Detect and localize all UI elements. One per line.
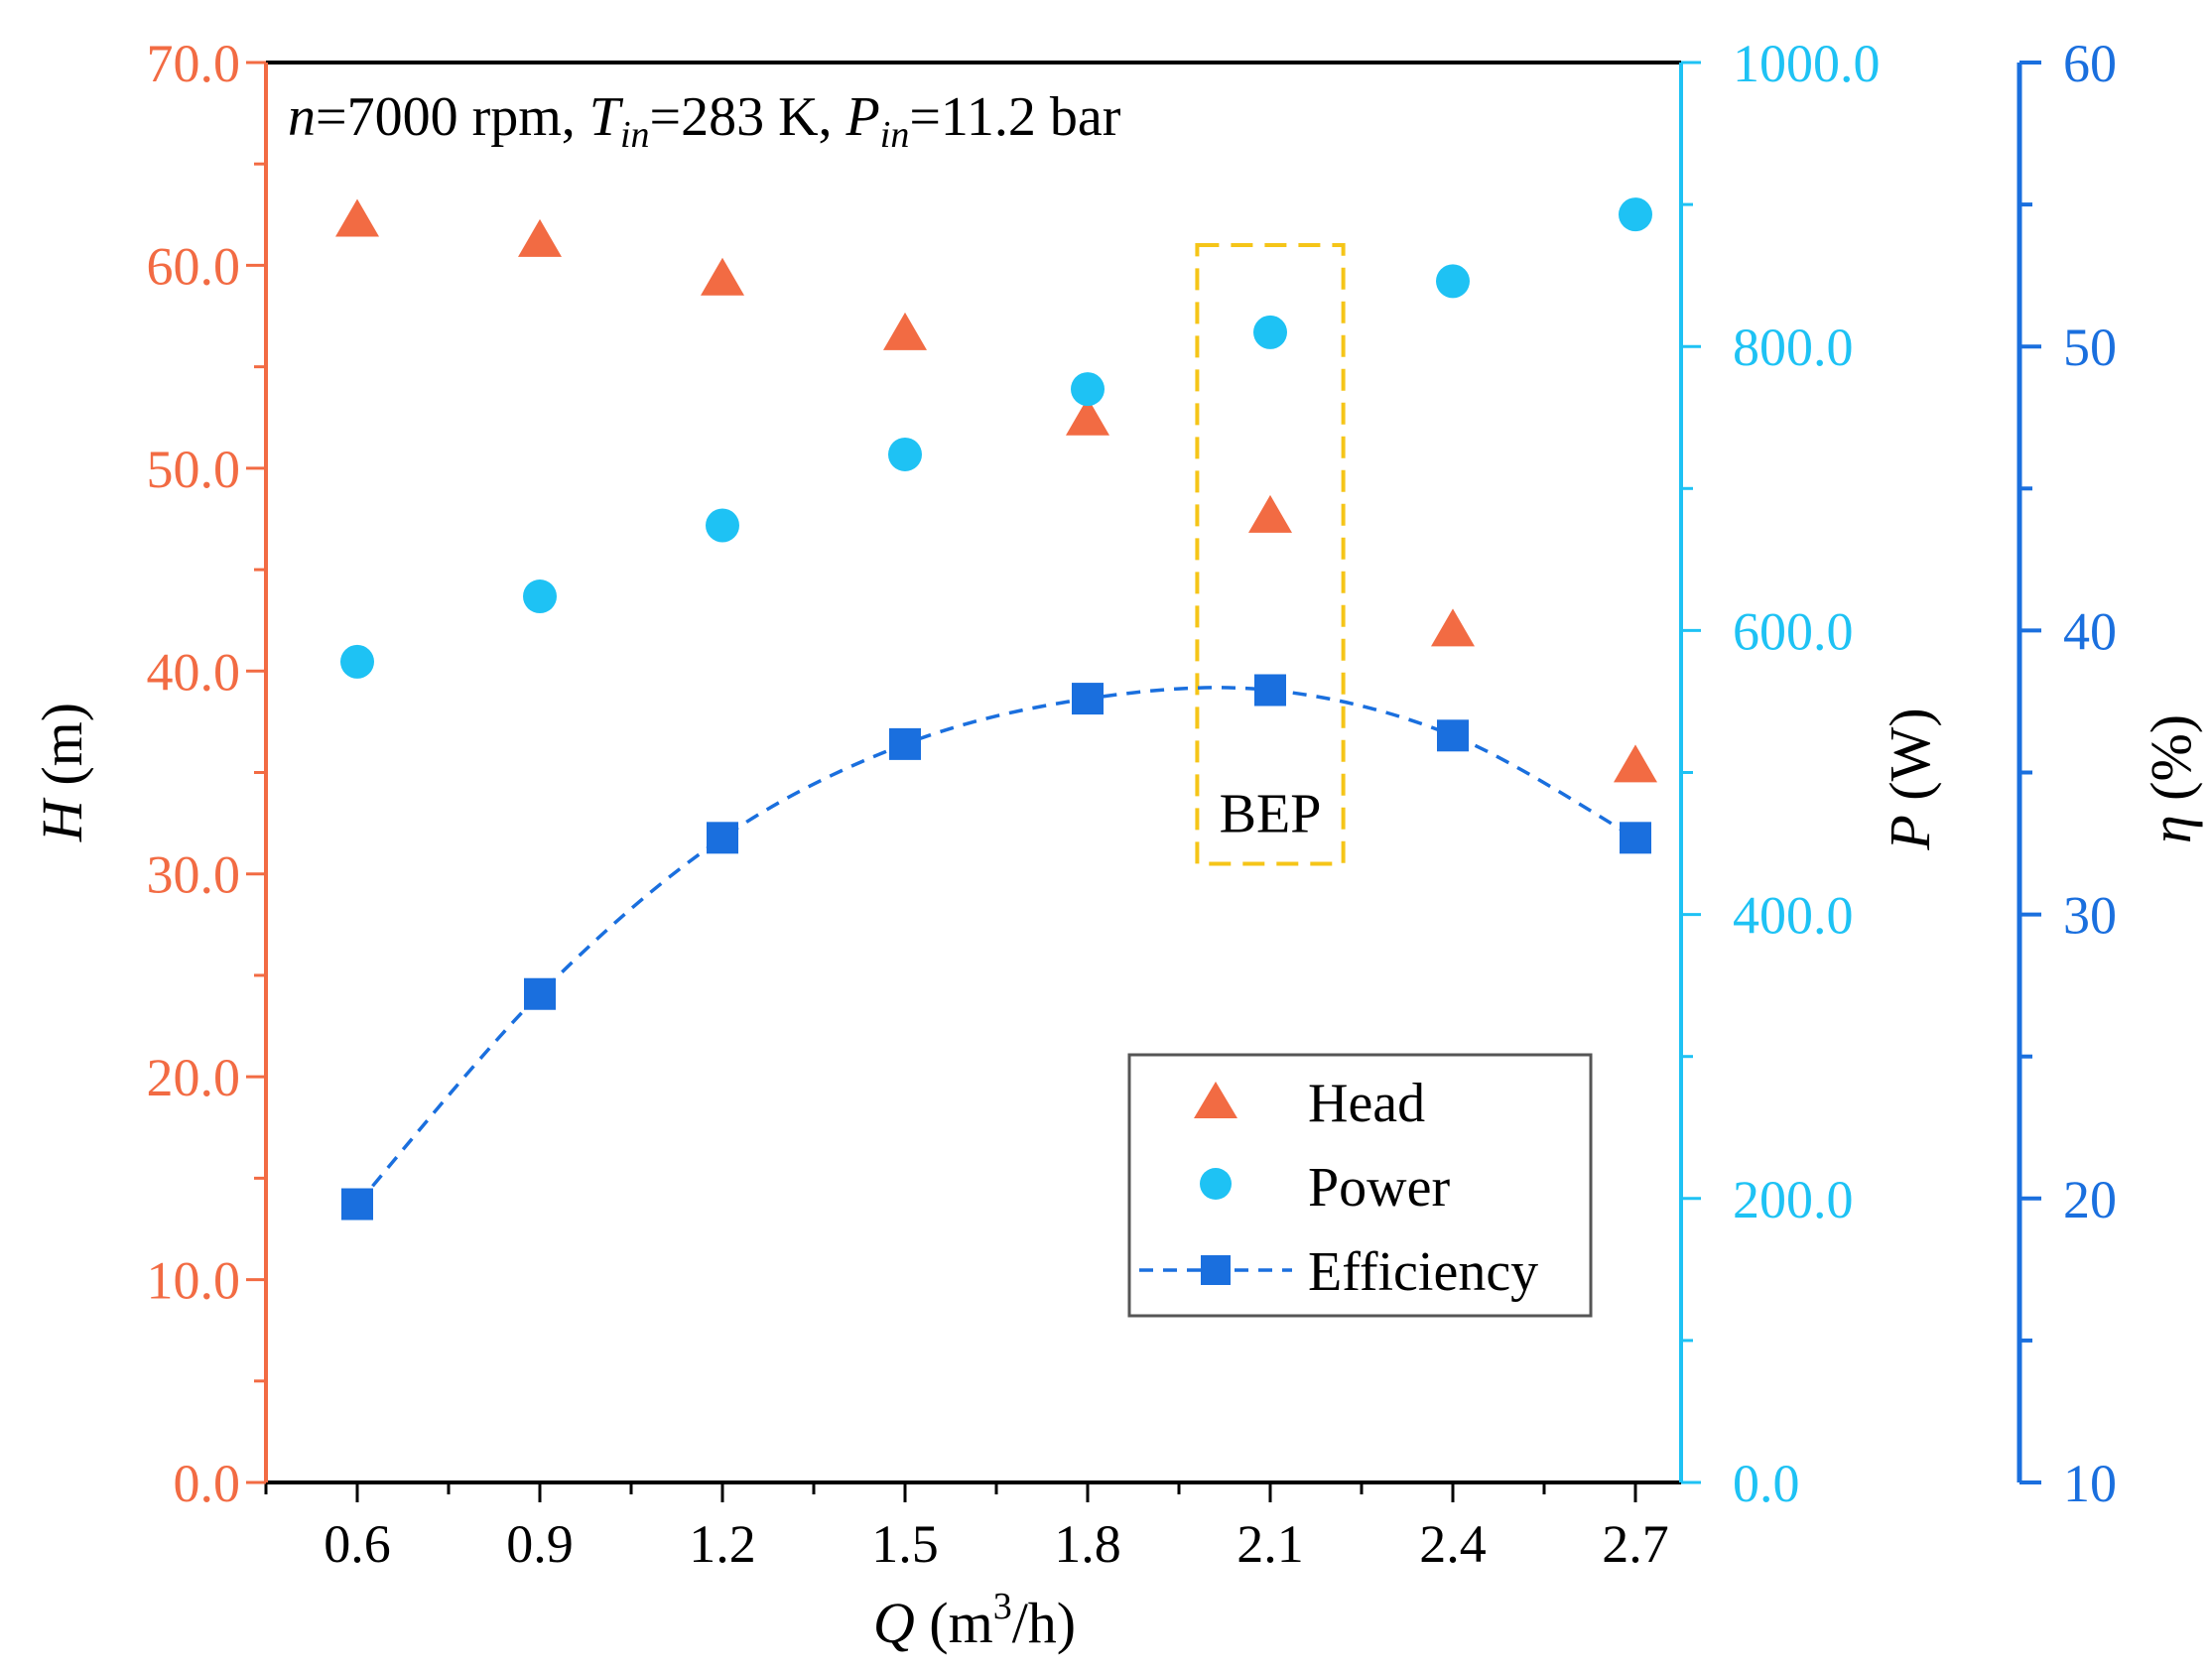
efficiency-tick-label: 50 — [2063, 318, 2117, 377]
power-point — [706, 508, 739, 543]
head-tick-label: 20.0 — [147, 1048, 241, 1107]
efficiency-point — [1254, 674, 1286, 707]
efficiency-point — [1072, 683, 1104, 715]
power-point — [888, 437, 922, 471]
head-tick-label: 40.0 — [147, 642, 241, 702]
head-point — [1431, 608, 1475, 647]
head-axis-ticks: 0.0 10.0 20.0 30.0 40.0 50.0 60.0 70.0 — [147, 34, 266, 1513]
x-axis-ticks: 0.6 0.9 1.2 1.5 1.8 2.1 2.4 2.7 — [264, 1482, 1669, 1574]
efficiency-point — [524, 977, 556, 1010]
head-point — [1248, 494, 1292, 533]
x-tick-label: 1.5 — [871, 1514, 939, 1574]
power-tick-label: 600.0 — [1733, 601, 1854, 661]
power-point — [340, 644, 374, 679]
head-tick-label: 30.0 — [147, 845, 241, 905]
head-point — [701, 257, 744, 296]
x-tick-label: 2.7 — [1602, 1514, 1669, 1574]
efficiency-point — [889, 727, 921, 760]
efficiency-axis-ticks: 10 20 30 40 50 60 — [2019, 34, 2117, 1513]
x-tick-label: 0.9 — [506, 1514, 574, 1574]
legend-power-label: Power — [1308, 1157, 1450, 1219]
legend-power-marker — [1200, 1168, 1232, 1200]
bep-highlight-box — [1195, 242, 1346, 866]
x-tick-label: 1.8 — [1054, 1514, 1121, 1574]
head-point — [1614, 744, 1657, 783]
power-tick-label: 0.0 — [1733, 1454, 1800, 1513]
efficiency-tick-label: 40 — [2063, 601, 2117, 661]
x-tick-label: 1.2 — [689, 1514, 756, 1574]
power-axis-label: P (W) — [1878, 707, 1942, 850]
head-point — [883, 312, 927, 350]
power-tick-label: 1000.0 — [1733, 34, 1881, 93]
power-point — [1619, 197, 1652, 232]
power-point — [1071, 372, 1105, 407]
legend: Head Power Efficiency — [1127, 1053, 1593, 1318]
head-tick-label: 10.0 — [147, 1251, 241, 1311]
head-point — [1066, 397, 1109, 436]
power-tick-label: 400.0 — [1733, 886, 1854, 946]
head-point — [518, 218, 562, 257]
efficiency-point — [1437, 719, 1469, 752]
power-point — [1253, 315, 1287, 349]
efficiency-point — [1620, 822, 1651, 854]
x-axis-label: Q (m3/h) — [873, 1586, 1076, 1655]
x-tick-label: 2.1 — [1236, 1514, 1304, 1574]
efficiency-tick-label: 60 — [2063, 34, 2117, 93]
legend-head-marker — [1194, 1082, 1237, 1118]
efficiency-axis-label: η (%) — [2139, 714, 2203, 843]
legend-head-label: Head — [1308, 1073, 1425, 1134]
efficiency-point — [707, 822, 738, 854]
head-point — [335, 198, 379, 237]
efficiency-fit-line — [355, 686, 1636, 1206]
head-tick-label: 50.0 — [147, 440, 241, 499]
efficiency-point — [341, 1188, 373, 1221]
head-tick-label: 70.0 — [147, 34, 241, 93]
head-tick-label: 0.0 — [174, 1454, 241, 1513]
series-marks — [335, 197, 1657, 1221]
power-tick-label: 200.0 — [1733, 1170, 1854, 1229]
efficiency-tick-label: 10 — [2063, 1454, 2117, 1513]
power-axis-ticks: 0.0 200.0 400.0 600.0 800.0 1000.0 — [1681, 34, 1881, 1513]
power-point — [523, 579, 557, 614]
head-tick-label: 60.0 — [147, 236, 241, 296]
x-tick-label: 0.6 — [324, 1514, 391, 1574]
chart-title: n=7000 rpm, Tin=283 K, Pin=11.2 bar — [288, 86, 1121, 156]
power-tick-label: 800.0 — [1733, 318, 1854, 377]
x-tick-label: 2.4 — [1419, 1514, 1487, 1574]
efficiency-tick-label: 20 — [2063, 1170, 2117, 1229]
head-axis-label: H (m) — [30, 703, 94, 842]
legend-efficiency-label: Efficiency — [1308, 1241, 1538, 1303]
bep-label: BEP — [1220, 783, 1322, 844]
efficiency-tick-label: 30 — [2063, 886, 2117, 946]
legend-efficiency-marker — [1201, 1255, 1231, 1285]
power-point — [1436, 264, 1470, 299]
